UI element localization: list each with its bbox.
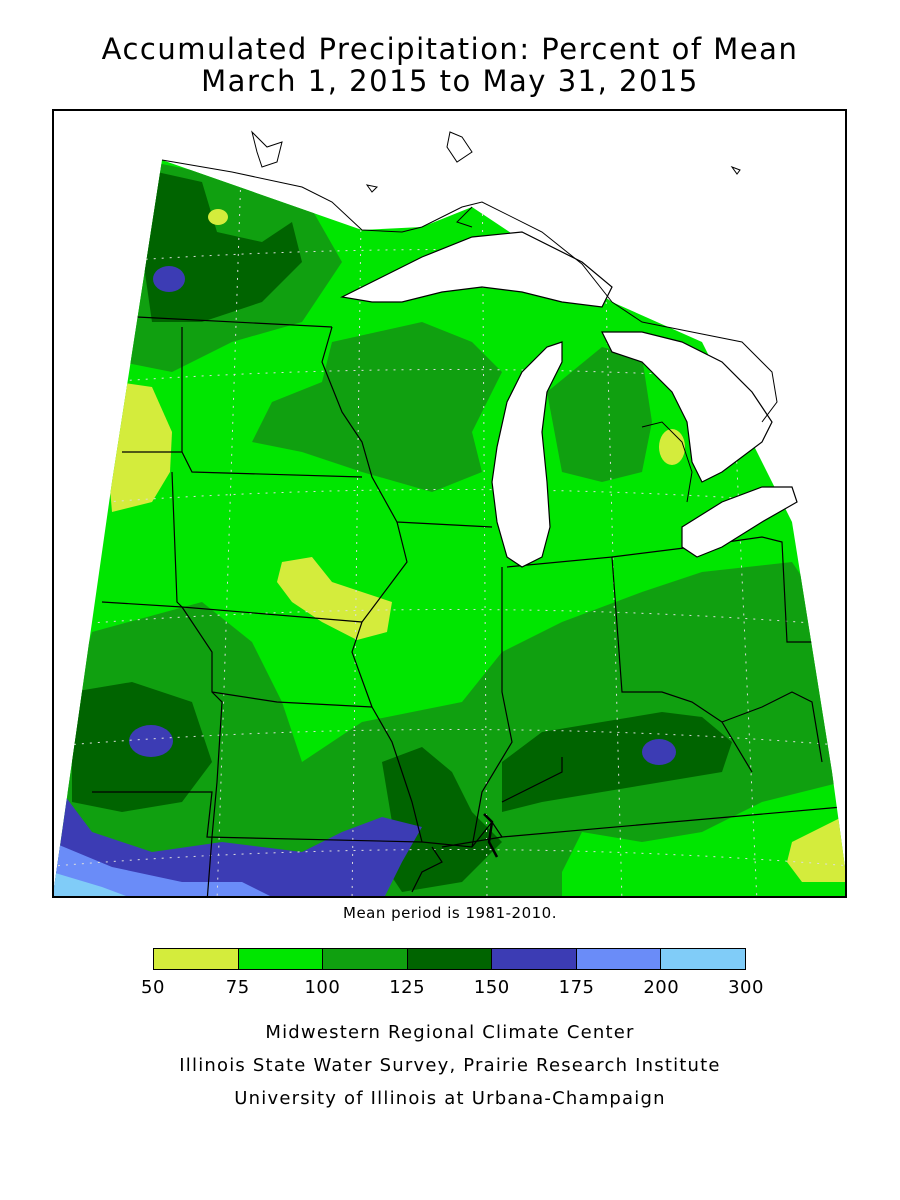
legend-swatch-200-300: [661, 949, 746, 969]
zone-125-150-ohio-valley: [502, 712, 732, 812]
credit-uiuc: University of Illinois at Urbana-Champai…: [234, 1088, 666, 1109]
legend-tick: 175: [558, 977, 595, 998]
zone-150-175-mn-spot: [153, 266, 185, 292]
zone-125-150-ozarks: [382, 747, 502, 892]
zone-100-125-wi: [252, 322, 502, 492]
legend-swatch-150-175: [492, 949, 577, 969]
legend-tick: 100: [304, 977, 341, 998]
zone-100-125-mi: [547, 347, 652, 482]
lake-superior: [340, 231, 613, 308]
zone-50-75-nw-mn: [208, 209, 228, 225]
legend-tick: 125: [389, 977, 426, 998]
map-canvas: [54, 130, 845, 896]
zone-150-175-ky-spot: [642, 739, 676, 765]
lake-michigan: [491, 341, 563, 568]
zone-200-300-sw: [54, 872, 142, 896]
credit-isws: Illinois State Water Survey, Prairie Res…: [179, 1055, 721, 1076]
legend-swatch-100-125: [323, 949, 408, 969]
legend-tick: 300: [728, 977, 764, 998]
precipitation-map: [52, 109, 847, 898]
coastline: [161, 130, 778, 503]
mean-period-note: Mean period is 1981-2010.: [343, 904, 557, 922]
graticule: [54, 160, 845, 896]
legend-swatch-75-100: [238, 949, 324, 969]
legend-swatch-50-75: [154, 949, 239, 969]
state-boundaries: [92, 316, 843, 896]
map-date-range: March 1, 2015 to May 31, 2015: [201, 64, 699, 98]
legend-swatch-175-200: [576, 949, 662, 969]
legend-tick: 200: [643, 977, 680, 998]
zone-50-75-dakota: [107, 382, 172, 512]
legend-swatch-125-150: [407, 949, 493, 969]
zone-50-75-michigan: [659, 429, 685, 465]
map-title: Accumulated Precipitation: Percent of Me…: [101, 32, 799, 66]
river-mississippi: [483, 813, 499, 858]
lake-huron: [601, 331, 773, 483]
credit-mrcc: Midwestern Regional Climate Center: [265, 1022, 635, 1043]
legend-tick: 75: [225, 977, 250, 998]
legend-tick-labels: 50 75 100 125 150 175 200 300: [0, 977, 900, 1001]
legend-tick: 150: [473, 977, 510, 998]
zone-100-125-south: [62, 562, 842, 896]
zone-50-75-iowa: [277, 557, 392, 640]
zone-175-200-sw: [54, 842, 282, 896]
legend-tick: 50: [141, 977, 165, 998]
zone-150-175-ne-spot: [129, 725, 173, 757]
great-lakes: [340, 231, 798, 568]
legend-color-bar: [153, 948, 746, 970]
lake-erie: [681, 486, 798, 558]
zone-50-75-southeast: [787, 817, 845, 882]
